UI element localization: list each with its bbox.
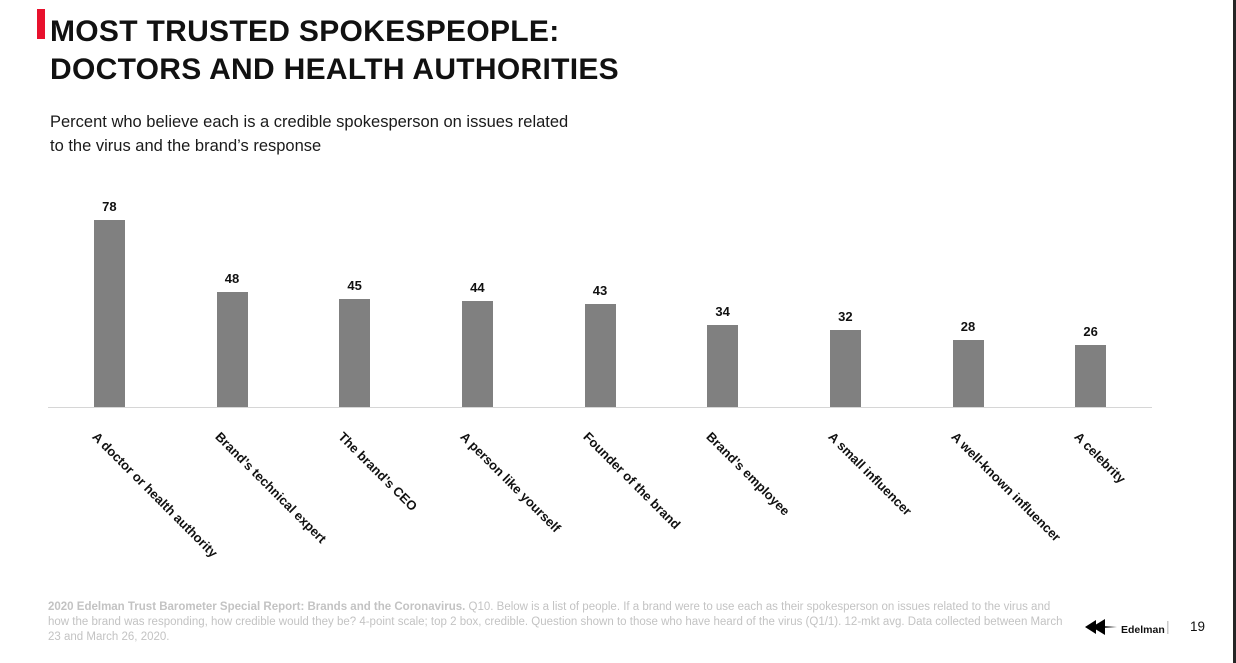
bar (829, 330, 861, 407)
bar-category-label: Founder of the brand (580, 429, 684, 533)
bar-category-label: Brand’s technical expert (212, 429, 330, 547)
x-axis-line (48, 407, 1152, 408)
source-footnote-bold: 2020 Edelman Trust Barometer Special Rep… (48, 601, 466, 613)
bar-category-label: Brand’s employee (703, 429, 793, 519)
page-title-line2: DOCTORS AND HEALTH AUTHORITIES (50, 53, 619, 86)
bar-category-label: A well-known influencer (948, 429, 1064, 545)
bar (1075, 344, 1107, 407)
bar-value-label: 45 (347, 278, 362, 293)
bar-category-label: The brand’s CEO (335, 429, 420, 514)
chart-subtitle: Percent who believe each is a credible s… (50, 110, 568, 158)
edelman-logo-icon (1085, 616, 1117, 643)
bar-chart: 78 A doctor or health authority 48 Brand’s … (48, 190, 1152, 590)
bar-value-label: 32 (838, 309, 853, 325)
bar-value-label: 44 (470, 280, 485, 296)
brand-block: Edelman (1085, 616, 1165, 643)
bar-value-label: 34 (715, 304, 730, 320)
bar-value-label: 48 (224, 270, 240, 286)
bar-value-label: 78 (102, 198, 117, 214)
page-title: MOST TRUSTED SPOKESPEOPLE: DOCTORS AND H… (50, 13, 619, 89)
bar (93, 219, 125, 407)
bar (584, 303, 616, 407)
chart-subtitle-line2: to the virus and the brand’s response (50, 137, 322, 155)
bar-value-label: 26 (1083, 323, 1098, 339)
window-right-edge (1233, 0, 1236, 663)
bar-category-label: A small influencer (825, 429, 916, 519)
source-footnote: 2020 Edelman Trust Barometer Special Rep… (48, 600, 1063, 645)
bar-category-label: A person like yourself (457, 429, 565, 536)
bar-value-label: 28 (960, 318, 976, 334)
red-accent-bar (37, 9, 45, 39)
chart-subtitle-line1: Percent who believe each is a credible s… (50, 113, 569, 131)
bar (339, 299, 371, 407)
page-number-separator: | (1166, 618, 1170, 634)
source-footnote-rest: Q10. Below is a list of people. If a bra… (48, 601, 1063, 643)
bar (461, 301, 493, 407)
bar (952, 339, 984, 407)
page-number: 19 (1190, 619, 1206, 634)
page-title-line1: MOST TRUSTED SPOKESPEOPLE: (50, 15, 560, 48)
bar-category-label: A doctor or health authority (89, 429, 222, 561)
bar-category-label: A celebrity (1071, 429, 1129, 487)
brand-name: Edelman (1121, 623, 1165, 636)
bar (216, 291, 248, 407)
bar (707, 325, 739, 407)
bar-value-label: 43 (592, 282, 608, 298)
